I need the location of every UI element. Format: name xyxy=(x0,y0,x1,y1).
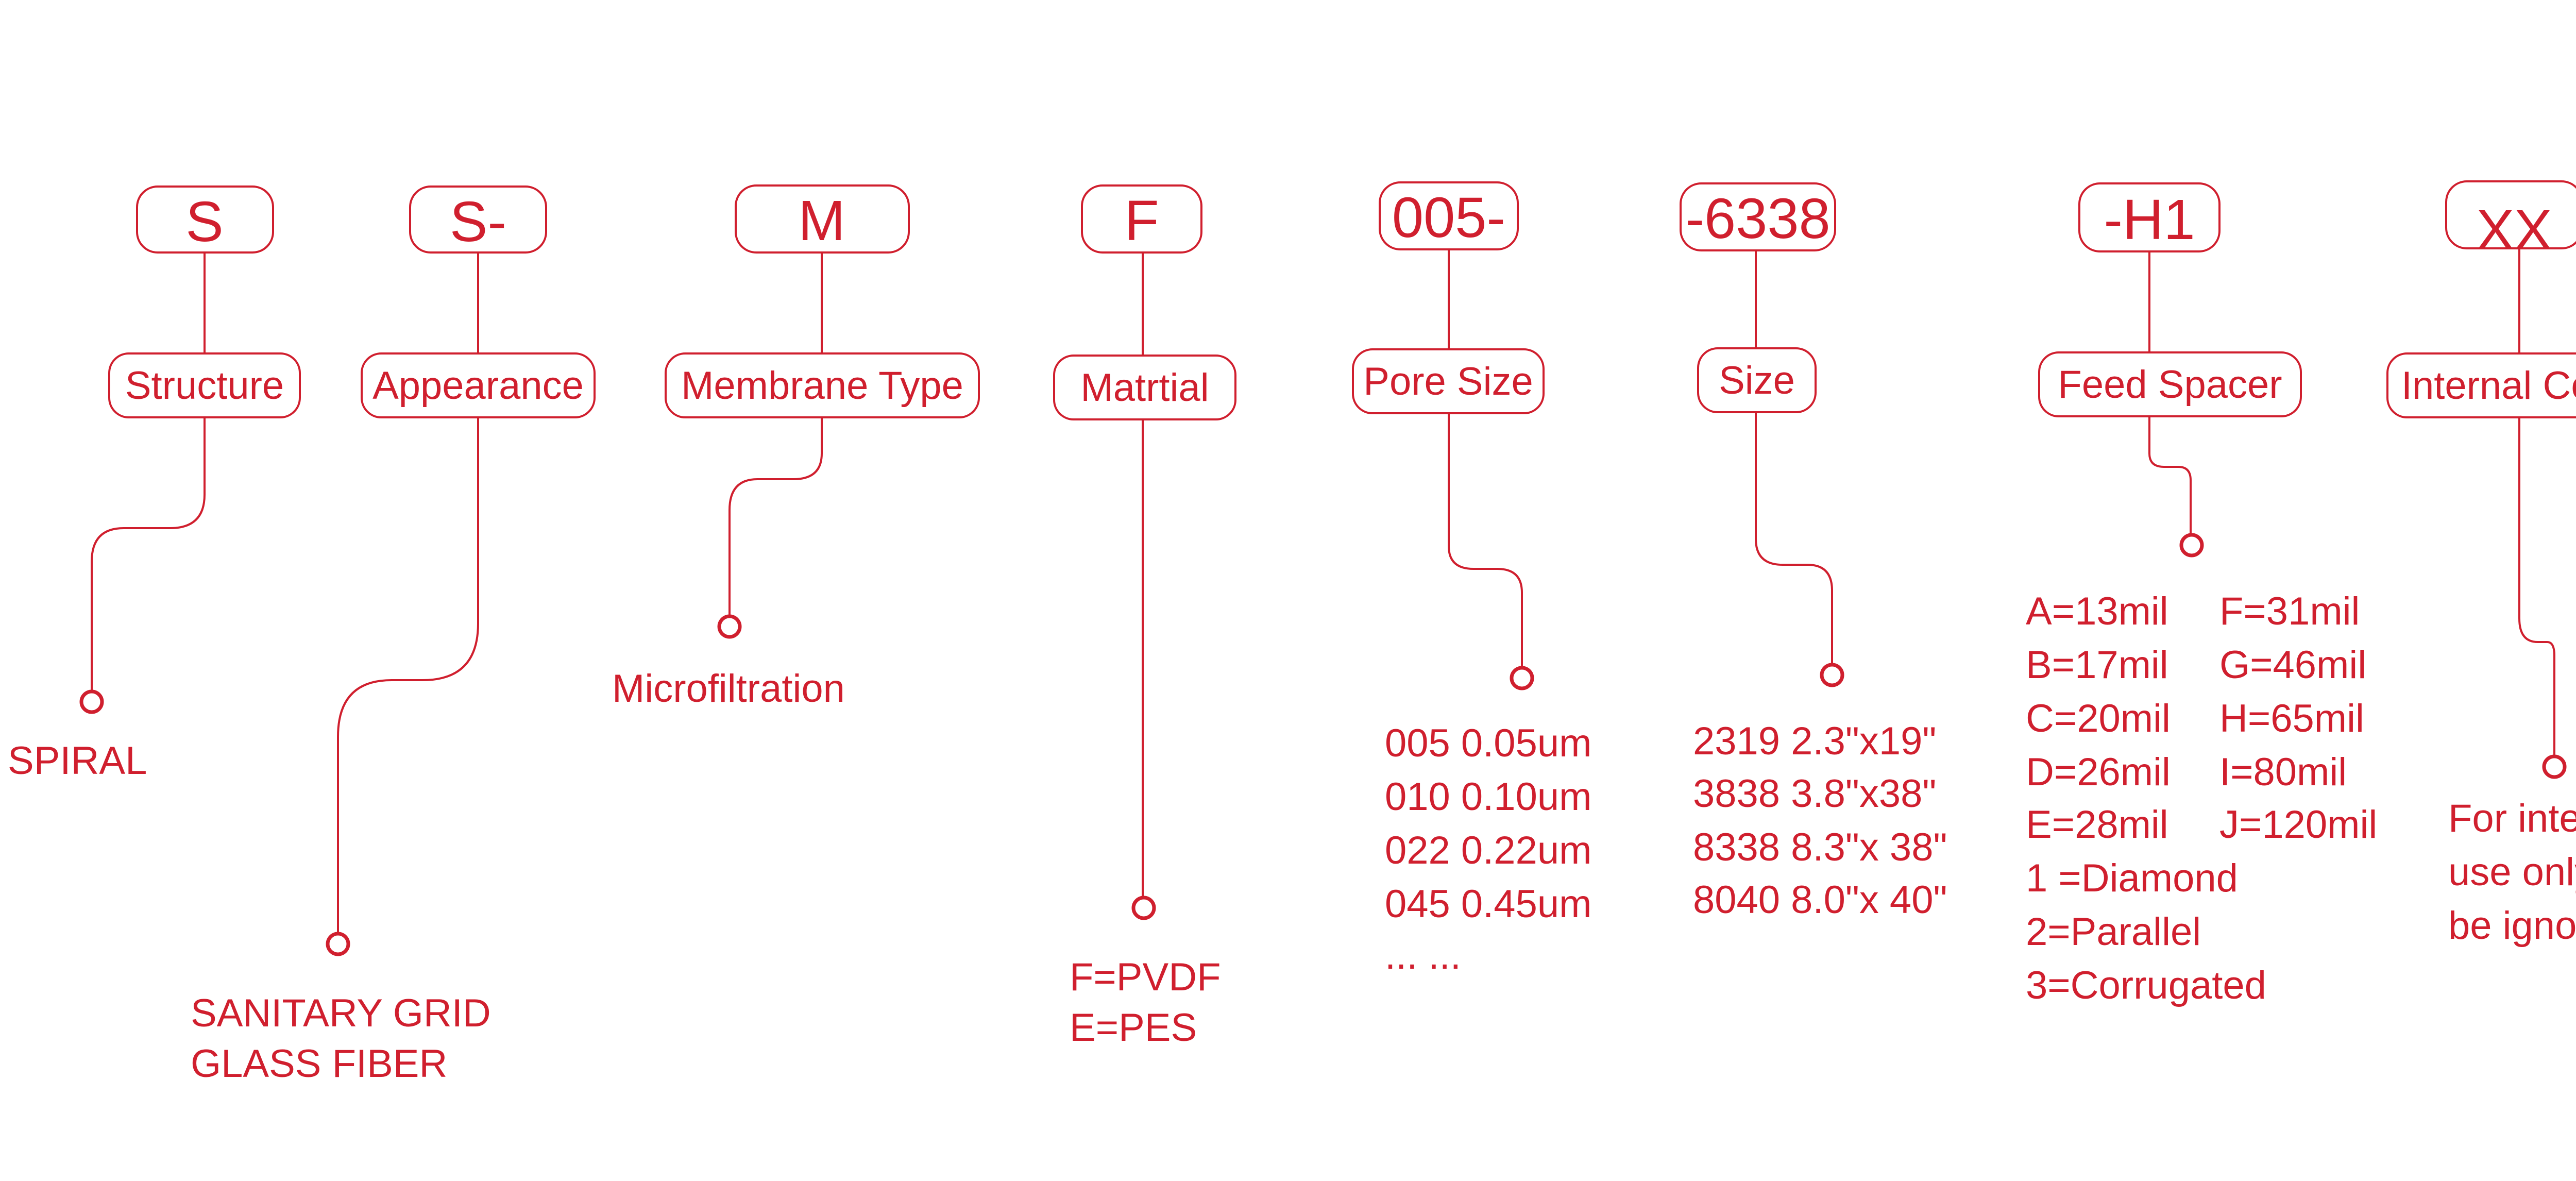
segment-appearance: S- Appearance SANITARY GRID GLASS FIBER xyxy=(191,185,596,1086)
label-box-structure xyxy=(108,352,301,418)
label-box-appearance xyxy=(361,352,596,418)
code-box-pore-size xyxy=(1379,181,1519,250)
desc-feed-spacer-left-6: 1 =Diamond xyxy=(2026,856,2238,900)
endpoint-dot-appearance xyxy=(326,932,350,956)
desc-feed-spacer-left-7: 2=Parallel xyxy=(2026,910,2201,954)
code-box-size xyxy=(1680,182,1836,251)
segment-material: F Matrtial F=PVDF E=PES xyxy=(1053,184,1236,1050)
desc-feed-spacer-right-2: G=46mil xyxy=(2219,643,2366,687)
code-box-membrane-type xyxy=(735,184,910,254)
label-size: Size xyxy=(1719,359,1795,402)
desc-feed-spacer-right-3: H=65mil xyxy=(2219,697,2364,740)
code-material: F xyxy=(1124,189,1159,252)
label-appearance: Appearance xyxy=(372,364,584,408)
connector-pore-bottom xyxy=(1448,413,1523,670)
desc-appearance-line-1: SANITARY GRID xyxy=(191,991,491,1035)
desc-pore-size-line-3: 022 0.22um xyxy=(1385,829,1591,872)
code-appearance: S- xyxy=(450,190,506,254)
desc-material-line-2: E=PES xyxy=(1070,1006,1197,1050)
desc-internal-code-line-3: be ignoed xyxy=(2448,904,2576,948)
code-box-structure xyxy=(136,185,274,254)
code-size: -6338 xyxy=(1685,187,1830,250)
desc-appearance-line-2: GLASS FIBER xyxy=(191,1042,447,1086)
connector-feed-spacer-bottom xyxy=(2148,416,2192,536)
connector-internal-bottom xyxy=(2518,417,2555,757)
desc-pore-size-line-4: 045 0.45um xyxy=(1385,882,1591,926)
endpoint-dot-membrane-type xyxy=(717,614,742,639)
endpoint-dot-internal-code xyxy=(2542,754,2567,779)
label-structure: Structure xyxy=(125,364,284,408)
desc-size-line-3: 8338 8.3"x 38" xyxy=(1693,825,1947,869)
segment-feed-spacer: -H1 Feed Spacer A=13mil B=17mil C=20mil … xyxy=(2026,182,2377,1007)
label-box-pore-size xyxy=(1352,348,1545,414)
code-feed-spacer: -H1 xyxy=(2104,188,2195,251)
label-box-material xyxy=(1053,355,1236,420)
desc-internal-code-line-1: For internal xyxy=(2448,797,2576,840)
label-feed-spacer: Feed Spacer xyxy=(2058,363,2282,407)
code-structure: S xyxy=(185,190,223,254)
desc-feed-spacer-left-2: B=17mil xyxy=(2026,643,2168,687)
label-internal-code: Internal Code xyxy=(2401,364,2576,408)
label-material: Matrtial xyxy=(1080,366,1209,410)
endpoint-dot-pore-size xyxy=(1510,666,1534,690)
segment-internal-code: XX Internal Code For internal use only,c… xyxy=(2386,180,2576,948)
desc-size-line-1: 2319 2.3"x19" xyxy=(1693,719,1936,763)
code-box-internal-code xyxy=(2445,180,2576,249)
label-membrane-type: Membrane Type xyxy=(681,364,963,408)
code-box-feed-spacer xyxy=(2078,182,2221,252)
desc-feed-spacer-right-1: F=31mil xyxy=(2219,589,2360,633)
desc-pore-size-line-2: 010 0.10um xyxy=(1385,775,1591,819)
desc-feed-spacer-left-8: 3=Corrugated xyxy=(2026,964,2266,1007)
endpoint-dot-material xyxy=(1131,896,1156,920)
segment-structure: S Structure SPIRAL xyxy=(8,185,301,783)
desc-feed-spacer-left-5: E=28mil xyxy=(2026,803,2168,847)
label-box-internal-code xyxy=(2386,352,2576,418)
desc-pore-size-line-5: ... ... xyxy=(1385,934,1461,977)
endpoint-dot-feed-spacer xyxy=(2179,533,2204,558)
desc-pore-size-line-1: 005 0.05um xyxy=(1385,721,1591,765)
desc-feed-spacer-left-1: A=13mil xyxy=(2026,589,2168,633)
code-membrane-type: M xyxy=(798,189,845,252)
desc-internal-code-line-2: use only,can xyxy=(2448,850,2576,894)
connector-structure-bottom xyxy=(91,417,206,701)
label-box-feed-spacer xyxy=(2038,351,2302,417)
desc-membrane-type: Microfiltration xyxy=(612,667,845,711)
desc-feed-spacer-right-4: I=80mil xyxy=(2219,750,2347,794)
connector-size-bottom xyxy=(1755,412,1833,668)
code-box-material xyxy=(1081,184,1202,254)
desc-size-line-4: 8040 8.0"x 40" xyxy=(1693,878,1947,922)
desc-size-line-2: 3838 3.8"x38" xyxy=(1693,772,1936,816)
desc-material-line-1: F=PVDF xyxy=(1070,955,1221,999)
code-pore-size: 005- xyxy=(1392,186,1505,249)
connector-appearance-bottom xyxy=(337,417,479,938)
segment-pore-size: 005- Pore Size 005 0.05um 010 0.10um 022… xyxy=(1352,181,1591,977)
connector-membrane-bottom xyxy=(728,417,823,621)
endpoint-dot-size xyxy=(1820,663,1844,687)
code-box-appearance xyxy=(409,185,547,254)
segment-membrane-type: M Membrane Type Microfiltration xyxy=(612,184,980,711)
desc-feed-spacer-left-3: C=20mil xyxy=(2026,697,2171,740)
desc-feed-spacer-right-5: J=120mil xyxy=(2219,803,2377,847)
label-pore-size: Pore Size xyxy=(1363,360,1533,403)
code-internal-code: XX xyxy=(2477,198,2552,262)
label-box-membrane-type xyxy=(665,352,980,418)
segment-size: -6338 Size 2319 2.3"x19" 3838 3.8"x38" 8… xyxy=(1680,182,1947,922)
desc-structure: SPIRAL xyxy=(8,739,147,783)
endpoint-dot-structure xyxy=(79,689,104,714)
label-box-size xyxy=(1697,347,1817,413)
desc-feed-spacer-left-4: D=26mil xyxy=(2026,750,2171,794)
